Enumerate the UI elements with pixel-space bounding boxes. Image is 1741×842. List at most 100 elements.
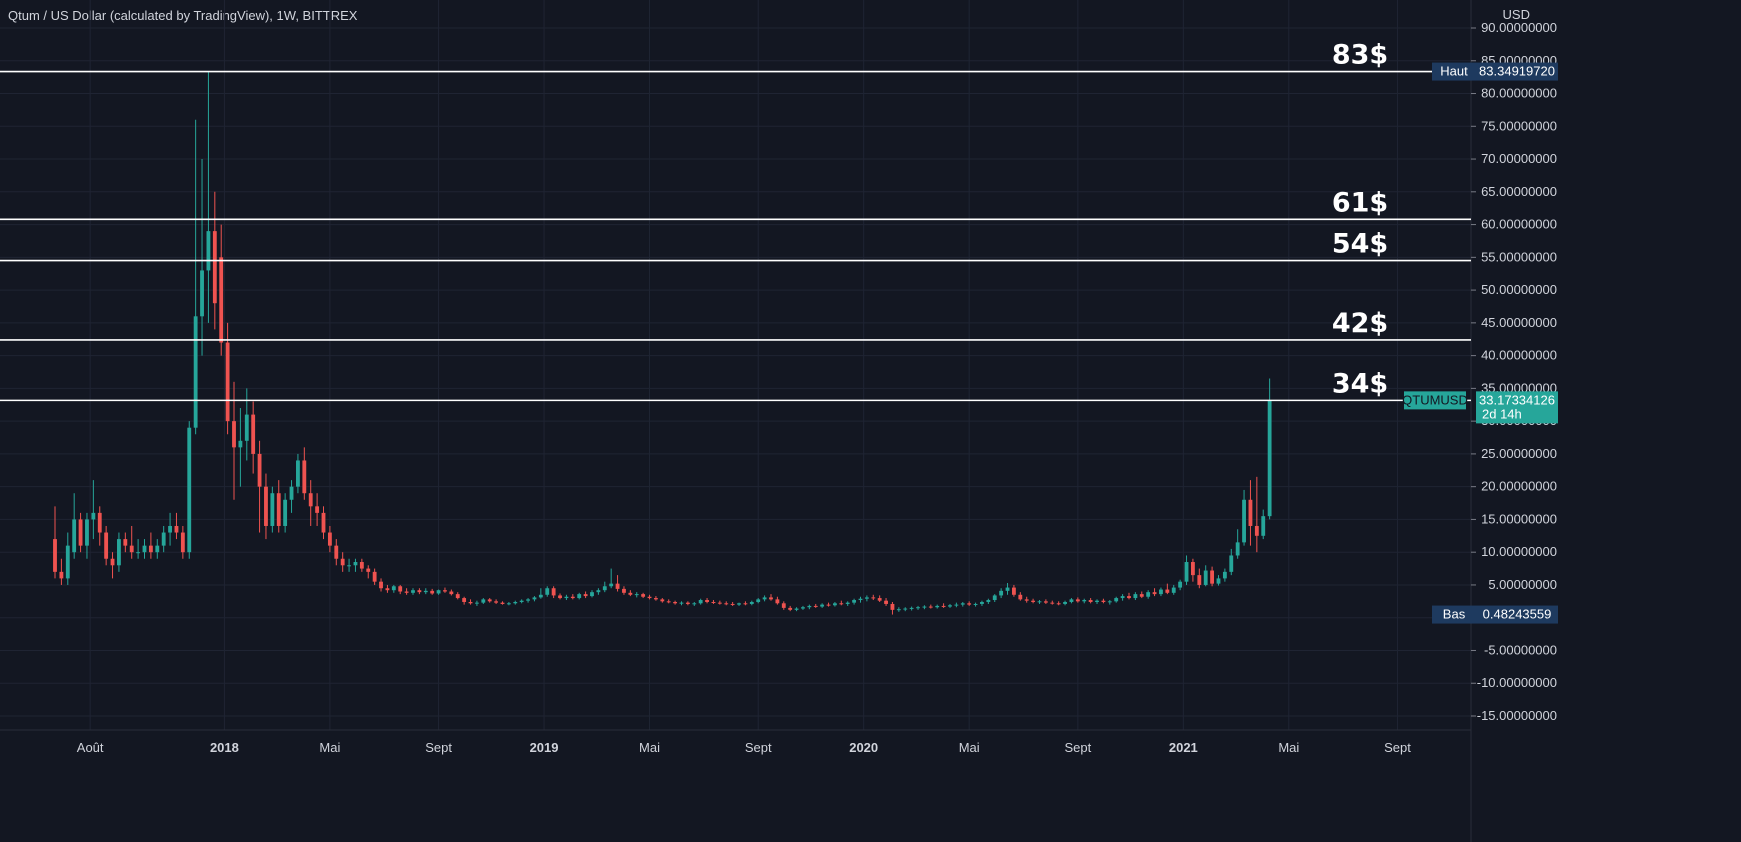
candle-body [481,599,486,603]
candle [430,588,435,595]
candle [232,381,236,500]
candle [110,552,115,579]
candle [1024,596,1029,603]
candle [225,322,230,435]
candle [104,525,109,566]
candle-body [1005,587,1010,591]
candle [398,584,403,595]
candle [193,119,198,435]
candle-body [1024,599,1029,601]
candle [1216,575,1221,586]
candle-body [935,605,940,608]
candle-body [871,597,876,599]
candle [1229,548,1234,576]
candle-body [391,586,396,591]
candle [538,588,543,599]
candle-body [1075,599,1080,602]
candle [903,607,908,612]
candle-body [1063,601,1067,604]
candle-body [839,603,844,605]
candle-body [833,603,837,606]
candle-body [916,607,920,609]
candle-body [980,601,984,604]
candle-body [487,599,492,602]
price-tick-label: 70.00000000 [1481,151,1557,166]
candle [896,607,901,612]
candle-body [1242,499,1246,543]
level-label: 54$ [1332,229,1388,260]
candle-body [615,583,620,589]
level-label: 42$ [1332,308,1388,339]
candle [91,480,96,540]
candle-body [1043,601,1048,603]
candle [641,592,646,599]
candle-body [296,460,300,487]
candle [379,578,383,592]
level-label: 61$ [1332,187,1388,218]
candle [206,71,211,323]
candle [820,603,825,608]
time-tick-label: Sept [425,740,452,755]
level-label: 34$ [1332,368,1388,399]
candle-body [212,231,217,304]
candle [1248,480,1253,546]
candle-body [72,519,77,553]
candle-body [532,597,537,600]
candle-body [494,601,499,603]
candle-body [762,597,767,600]
candle-body [1222,571,1227,579]
candle-body [730,603,735,605]
candle [1063,600,1067,606]
candle [1037,600,1042,604]
candle [724,601,729,606]
candle-body [321,512,326,533]
candle-body [353,562,358,566]
candle-body [538,594,543,598]
candle [283,493,288,533]
candle [404,588,409,595]
candle [1088,598,1093,604]
candle [769,594,773,601]
candle-body [1095,600,1099,602]
candle [1190,558,1195,582]
low-tag-label: Bas [1443,607,1466,622]
candle-body [903,608,908,610]
candle-body [174,525,179,533]
candle [928,604,933,609]
candle [705,598,709,604]
candle-body [609,583,614,587]
candle-body [187,427,192,553]
price-tick-label: 15.00000000 [1481,511,1557,526]
candle [577,592,582,600]
candle-body [1165,589,1170,593]
candle-body [717,602,722,604]
candle-body [65,545,70,579]
candle [1165,583,1170,595]
level-lines: 83$ 61$ 54$ 42$ 34$ [0,40,1471,402]
candle [1127,592,1131,600]
candle [877,595,882,602]
candle [916,605,920,610]
time-tick-label: Août [77,740,104,755]
candle-body [436,590,441,594]
candle-body [78,519,83,546]
candle-body [193,316,198,428]
currency-label: USD [1503,7,1530,22]
candle [685,601,690,606]
candle-body [404,591,409,593]
candle-body [1171,587,1176,593]
candle [532,596,537,602]
candle [922,605,927,610]
candle [756,598,761,604]
candle [443,587,447,593]
candle-body [372,571,377,582]
time-tick-label: Mai [319,740,340,755]
candle-body [685,602,690,604]
candle-body [864,597,869,599]
price-tick-label: -5.00000000 [1484,642,1557,657]
price-tick-label: 60.00000000 [1481,217,1557,232]
candle [487,598,492,603]
candle-body [564,596,569,599]
